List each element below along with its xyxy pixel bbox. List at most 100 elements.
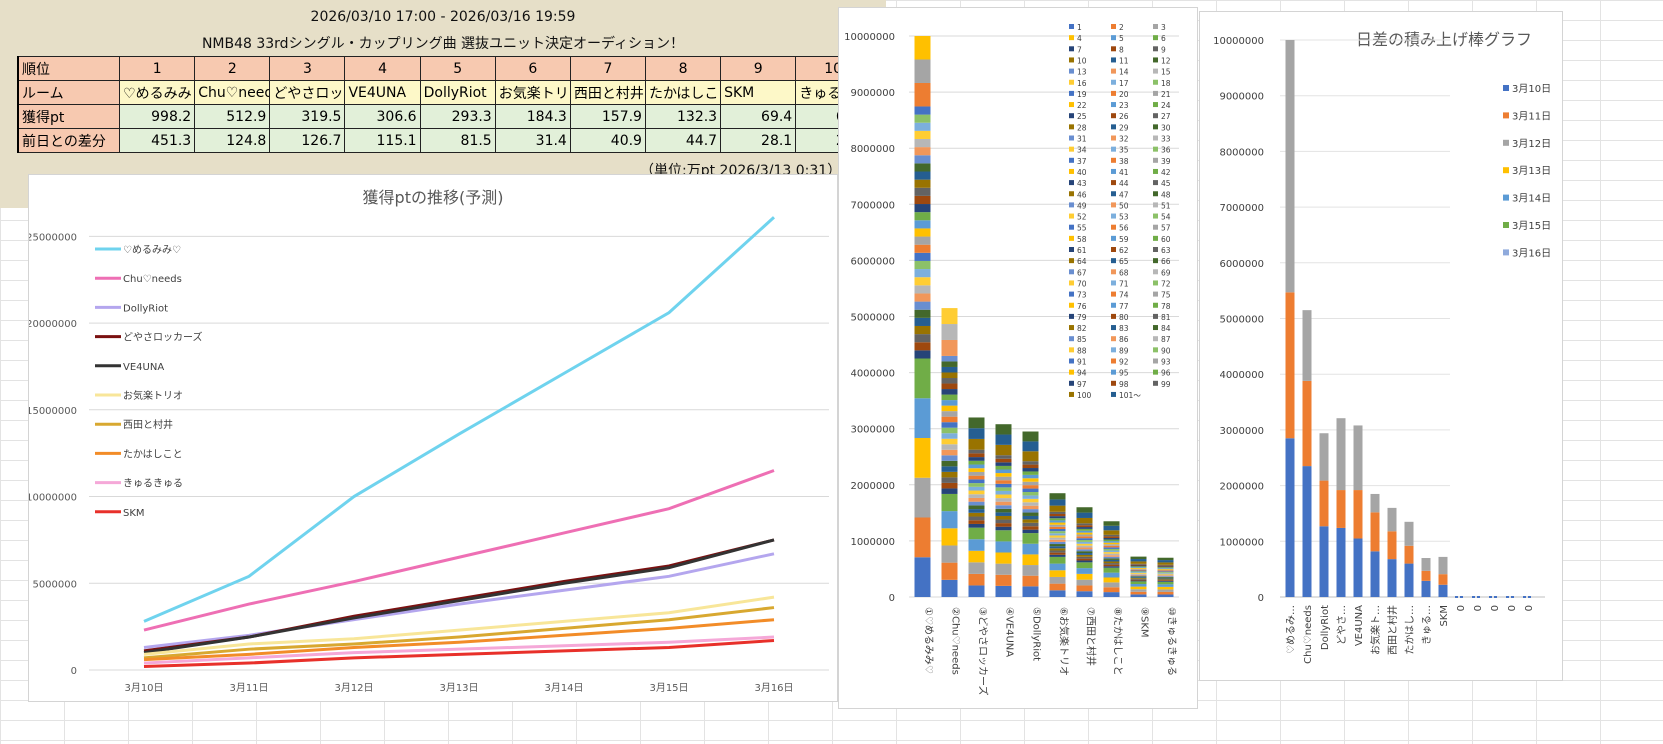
bar-segment bbox=[1130, 578, 1147, 579]
legend-label: 42 bbox=[1161, 168, 1171, 177]
bar-segment bbox=[914, 36, 931, 60]
legend-swatch bbox=[1111, 102, 1116, 108]
legend-swatch bbox=[1069, 35, 1074, 41]
bar-segment bbox=[968, 550, 985, 563]
bar-segment bbox=[968, 505, 985, 510]
legend-swatch bbox=[1111, 124, 1116, 130]
y-tick-label: 20000000 bbox=[29, 319, 77, 330]
bar-segment bbox=[1022, 586, 1039, 597]
bar-segment bbox=[1157, 566, 1174, 568]
bar-segment bbox=[995, 480, 1012, 484]
bar-segment bbox=[1336, 527, 1346, 597]
bar-segment bbox=[1157, 562, 1174, 565]
bar-segment bbox=[968, 428, 985, 439]
bar-segment bbox=[1438, 584, 1448, 597]
bar-segment bbox=[995, 530, 1012, 542]
bar-segment bbox=[1076, 530, 1093, 533]
bar-segment bbox=[995, 494, 1012, 499]
bar-segment bbox=[1049, 533, 1066, 536]
bar-segment bbox=[941, 355, 958, 362]
bar-segment bbox=[995, 455, 1012, 459]
bar-segment bbox=[1076, 538, 1093, 541]
bar-segment bbox=[1421, 570, 1431, 581]
bar-segment bbox=[914, 277, 931, 286]
diff-cell: 115.1 bbox=[344, 128, 421, 153]
legend-label: 96 bbox=[1161, 369, 1171, 378]
diff-cell: 451.3 bbox=[119, 128, 196, 153]
bar-segment bbox=[995, 552, 1012, 564]
bar-segment bbox=[1103, 556, 1120, 559]
bar-segment bbox=[941, 438, 958, 445]
legend-label: 18 bbox=[1161, 79, 1171, 88]
bar-segment bbox=[1157, 581, 1174, 585]
x-tick-label: ⑥お気楽トリオ bbox=[1058, 607, 1071, 676]
x-tick-label: 3月14日 bbox=[544, 682, 583, 694]
room-cell: たかはしこ bbox=[644, 80, 722, 105]
legend-label: 3月13日 bbox=[1512, 165, 1551, 177]
legend-swatch bbox=[1069, 202, 1074, 208]
legend-swatch bbox=[1069, 258, 1074, 264]
bar-segment bbox=[1130, 584, 1147, 587]
bar-segment bbox=[1076, 573, 1093, 580]
legend-swatch bbox=[1153, 57, 1158, 63]
bar-segment bbox=[995, 541, 1012, 553]
bar-segment bbox=[1049, 554, 1066, 557]
legend-label: 100 bbox=[1077, 391, 1092, 400]
legend-label: 60 bbox=[1161, 235, 1171, 244]
bar-segment bbox=[1157, 584, 1174, 587]
bar-segment bbox=[941, 493, 958, 512]
bar-segment bbox=[1103, 534, 1120, 537]
x-tick-label: 0 bbox=[1524, 605, 1535, 611]
legend-label: 66 bbox=[1161, 257, 1171, 266]
bar-segment bbox=[1157, 586, 1174, 590]
points-cell: 132.3 bbox=[644, 104, 722, 129]
bar-segment bbox=[914, 293, 931, 302]
bar-segment bbox=[1130, 573, 1147, 574]
bar-segment bbox=[995, 490, 1012, 495]
legend-label: 26 bbox=[1119, 112, 1129, 121]
bar-segment bbox=[1103, 563, 1120, 565]
x-tick-label: Chu♡needs bbox=[1303, 605, 1314, 664]
bar-segment bbox=[1302, 310, 1312, 381]
bar-segment bbox=[1076, 560, 1093, 563]
bar-segment bbox=[1130, 569, 1147, 571]
room-cell: DollyRiot bbox=[419, 80, 496, 105]
bar-segment bbox=[1387, 559, 1397, 597]
legend-swatch bbox=[1111, 269, 1116, 275]
legend-label: 59 bbox=[1119, 235, 1129, 244]
legend-label: 31 bbox=[1077, 135, 1087, 144]
table-row: 順位 1 2 3 4 5 6 7 8 9 10 bbox=[17, 56, 872, 81]
legend-swatch bbox=[1111, 291, 1116, 297]
legend-label: どやさロッカーズ bbox=[123, 331, 203, 344]
legend-label: 48 bbox=[1161, 190, 1171, 199]
legend-swatch bbox=[1153, 369, 1158, 375]
bar-segment bbox=[1353, 538, 1363, 597]
bar-segment bbox=[1076, 517, 1093, 524]
bar-segment bbox=[941, 433, 958, 439]
bar-segment bbox=[914, 358, 931, 399]
legend-swatch bbox=[1069, 235, 1074, 241]
bar-segment bbox=[968, 449, 985, 454]
legend-label: 27 bbox=[1161, 112, 1171, 121]
y-tick-label: 6000000 bbox=[850, 256, 895, 267]
bar-segment bbox=[1076, 579, 1093, 586]
y-tick-label: 5000000 bbox=[32, 579, 77, 590]
points-cell: 998.2 bbox=[119, 104, 196, 129]
y-tick-label: 4000000 bbox=[1219, 370, 1264, 381]
legend-label: 84 bbox=[1161, 324, 1171, 333]
bar-segment bbox=[1103, 558, 1120, 560]
bar-segment bbox=[1076, 553, 1093, 555]
bar-segment bbox=[1157, 594, 1174, 597]
bar-segment bbox=[1076, 507, 1093, 513]
legend-label: 23 bbox=[1119, 101, 1129, 110]
bar-segment bbox=[941, 383, 958, 390]
bar-segment bbox=[941, 460, 958, 467]
legend-swatch bbox=[1111, 57, 1116, 63]
legend-label: VE4UNA bbox=[123, 362, 164, 373]
bar-segment bbox=[995, 519, 1012, 524]
legend-swatch bbox=[1069, 213, 1074, 219]
bar-segment bbox=[914, 285, 931, 294]
legend-label: きゅるきゅる bbox=[123, 478, 183, 490]
room-cell: ♡めるみみ bbox=[119, 80, 196, 105]
bar-segment bbox=[1103, 545, 1120, 548]
